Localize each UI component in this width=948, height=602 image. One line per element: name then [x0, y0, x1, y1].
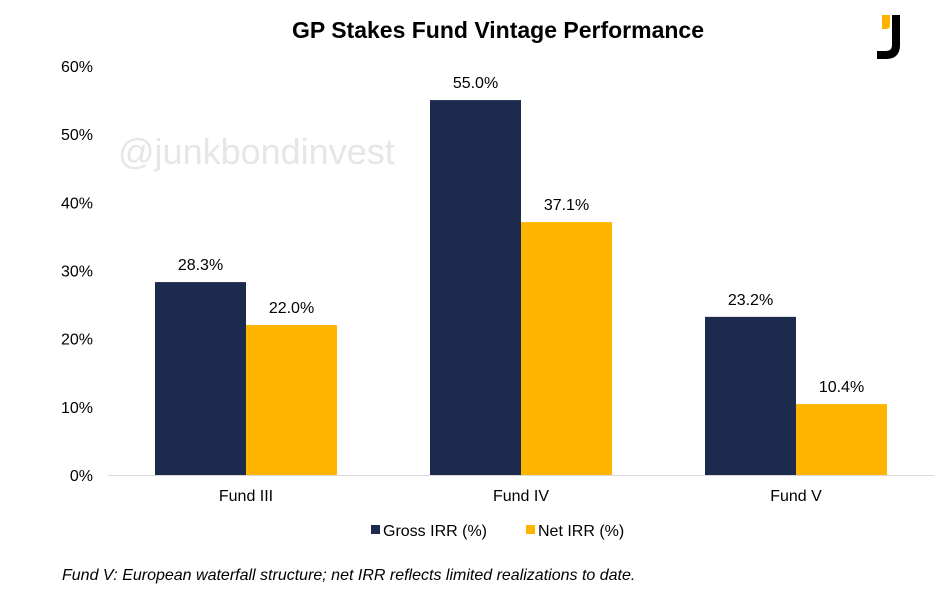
data-label: 23.2% — [728, 292, 773, 309]
y-tick-label: 60% — [61, 59, 93, 76]
footnote: Fund V: European waterfall structure; ne… — [62, 567, 635, 584]
bar-net-fund-iii — [246, 325, 337, 475]
x-tick-label: Fund III — [219, 488, 273, 505]
legend-label: Gross IRR (%) — [383, 523, 487, 540]
y-tick-label: 30% — [61, 264, 93, 281]
watermark: @junkbondinvest — [118, 131, 395, 172]
y-tick-label: 20% — [61, 332, 93, 349]
bars — [155, 100, 887, 475]
bar-gross-fund-iv — [430, 100, 521, 475]
legend-label: Net IRR (%) — [538, 523, 624, 540]
data-label: 28.3% — [178, 257, 223, 274]
chart-title: GP Stakes Fund Vintage Performance — [292, 17, 704, 43]
bar-net-fund-v — [796, 404, 887, 475]
legend-swatch — [371, 525, 380, 534]
bar-gross-fund-iii — [155, 282, 246, 475]
y-tick-label: 50% — [61, 127, 93, 144]
data-label: 10.4% — [819, 379, 864, 396]
logo-icon — [877, 15, 900, 59]
data-label: 55.0% — [453, 75, 498, 92]
bar-net-fund-iv — [521, 222, 612, 475]
x-tick-label: Fund V — [770, 488, 822, 505]
y-tick-label: 10% — [61, 400, 93, 417]
data-label: 37.1% — [544, 197, 589, 214]
data-labels: 28.3% 22.0% 55.0% 37.1% 23.2% 10.4% — [178, 75, 864, 396]
legend: Gross IRR (%) Net IRR (%) — [371, 523, 624, 540]
x-tick-label: Fund IV — [493, 488, 549, 505]
y-tick-label: 0% — [70, 468, 93, 485]
x-axis: Fund III Fund IV Fund V — [108, 475, 934, 505]
bar-gross-fund-v — [705, 316, 796, 475]
legend-swatch — [526, 525, 535, 534]
y-axis: 0% 10% 20% 30% 40% 50% 60% — [61, 59, 93, 485]
y-tick-label: 40% — [61, 195, 93, 212]
data-label: 22.0% — [269, 300, 314, 317]
